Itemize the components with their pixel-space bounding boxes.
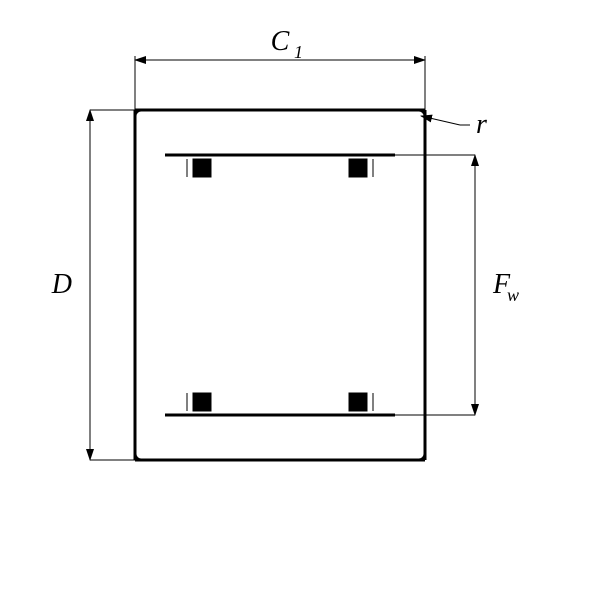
dim-sub: w (507, 285, 519, 305)
roller-end-3 (349, 393, 367, 411)
roller-end-0 (193, 159, 211, 177)
dim-sub: 1 (294, 42, 303, 62)
bearing-cross-section-diagram: C1DFwr (0, 0, 600, 600)
outer-cup-outline (135, 110, 425, 460)
dim-label: C (271, 26, 290, 57)
r-label: r (476, 109, 487, 140)
dim-label: D (51, 269, 72, 300)
roller-end-2 (193, 393, 211, 411)
r-leader (421, 116, 460, 125)
roller-end-1 (349, 159, 367, 177)
